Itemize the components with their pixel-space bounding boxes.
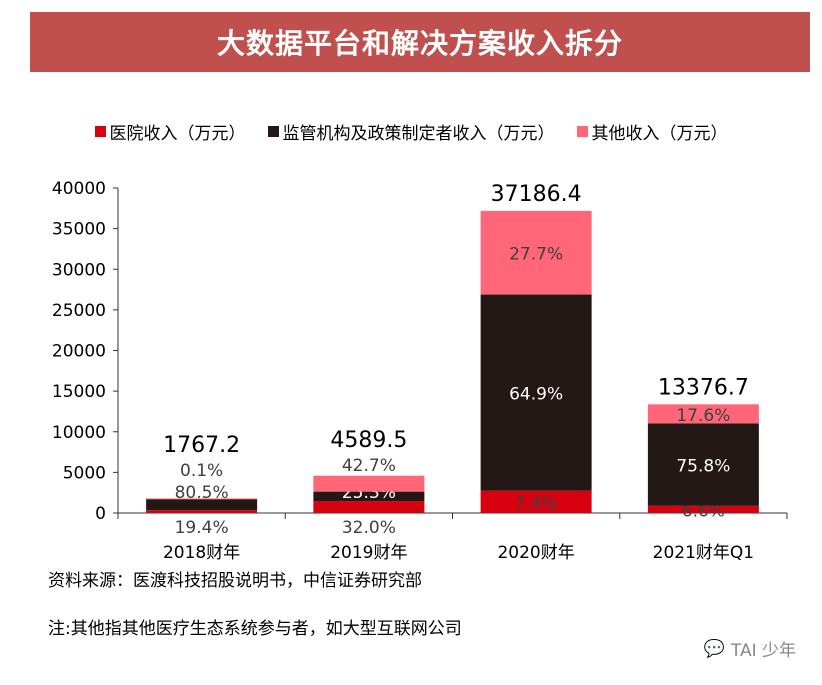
data-label: 75.8%	[676, 457, 730, 477]
x-tick-label: 2020财年	[497, 543, 574, 563]
data-label: 17.6%	[676, 406, 730, 426]
data-label: 7.4%	[515, 494, 558, 514]
legend-item: 监管机构及政策制定者收入（万元）	[267, 119, 555, 144]
chart-title: 大数据平台和解决方案收入拆分	[30, 12, 810, 72]
x-tick-label: 2019财年	[330, 543, 407, 563]
y-tick-label: 15000	[52, 382, 106, 402]
legend: 医院收入（万元） 监管机构及政策制定者收入（万元） 其他收入（万元）	[0, 119, 822, 144]
total-label: 13376.7	[658, 375, 749, 400]
watermark-text: TAI 少年	[730, 641, 796, 661]
data-label: 19.4%	[175, 518, 229, 538]
y-tick-label: 5000	[63, 463, 106, 483]
data-label: 6.6%	[682, 501, 725, 521]
bar-segment	[480, 294, 592, 491]
y-tick-label: 20000	[52, 342, 106, 362]
y-tick-label: 10000	[52, 423, 106, 443]
data-label: 80.5%	[175, 483, 229, 503]
total-label: 4589.5	[330, 428, 407, 453]
data-label: 42.7%	[342, 456, 396, 476]
data-label: 64.9%	[509, 385, 563, 405]
legend-label: 医院收入（万元）	[109, 124, 246, 144]
y-tick-label: 40000	[52, 179, 106, 199]
data-label: 0.1%	[180, 461, 223, 481]
data-label: 32.0%	[342, 518, 396, 538]
bar-segment	[480, 490, 592, 513]
bar-segment	[647, 404, 759, 424]
legend-label: 监管机构及政策制定者收入（万元）	[282, 124, 555, 144]
y-tick-label: 30000	[52, 260, 106, 280]
total-label: 1767.2	[163, 433, 240, 458]
y-tick-label: 0	[95, 504, 106, 524]
bar-segment	[647, 423, 759, 506]
legend-swatch	[576, 126, 588, 137]
bar-segment	[313, 475, 425, 492]
legend-item: 医院收入（万元）	[94, 119, 246, 144]
legend-swatch	[94, 126, 106, 137]
watermark: 💬 TAI 少年	[703, 636, 796, 662]
x-tick-label: 2021财年Q1	[653, 543, 754, 563]
source-note: 资料来源：医渡科技招股说明书，中信证券研究部	[48, 571, 422, 591]
bar-segment	[146, 498, 258, 511]
legend-item: 其他收入（万元）	[576, 119, 728, 144]
total-label: 37186.4	[491, 182, 582, 207]
x-tick-label: 2018财年	[163, 543, 240, 563]
wechat-icon: 💬	[703, 638, 725, 659]
legend-label: 其他收入（万元）	[591, 124, 728, 144]
bar-segment	[146, 510, 258, 513]
bar-segment	[313, 491, 425, 502]
bar-segment	[480, 210, 592, 295]
footnote: 注:其他指其他医疗生态系统参与者，如大型互联网公司	[48, 619, 462, 639]
data-label: 27.7%	[509, 245, 563, 265]
bar-segment	[647, 505, 759, 513]
y-tick-label: 25000	[52, 301, 106, 321]
legend-swatch	[267, 126, 279, 137]
bar-segment	[146, 498, 258, 500]
y-tick-label: 35000	[52, 220, 106, 240]
bar-segment	[313, 501, 425, 513]
